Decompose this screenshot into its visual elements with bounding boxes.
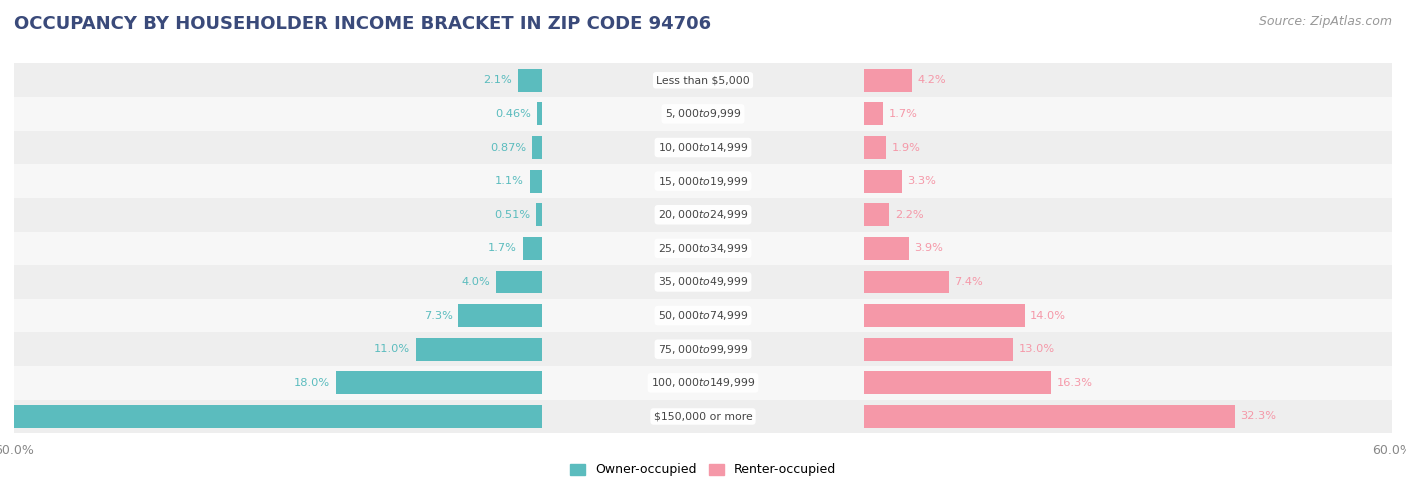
Bar bbox=[863, 136, 886, 159]
Bar bbox=[336, 372, 543, 394]
Bar bbox=[863, 237, 908, 260]
Text: 13.0%: 13.0% bbox=[1019, 344, 1054, 354]
Text: $150,000 or more: $150,000 or more bbox=[654, 412, 752, 421]
Bar bbox=[519, 69, 543, 92]
Bar bbox=[14, 131, 1392, 164]
Bar bbox=[14, 299, 1392, 333]
Text: Less than $5,000: Less than $5,000 bbox=[657, 75, 749, 85]
Bar bbox=[863, 405, 1234, 428]
Text: $35,000 to $49,999: $35,000 to $49,999 bbox=[658, 276, 748, 288]
Text: 1.9%: 1.9% bbox=[891, 143, 920, 152]
Bar bbox=[863, 304, 1025, 327]
Text: 1.1%: 1.1% bbox=[495, 176, 524, 186]
Text: $15,000 to $19,999: $15,000 to $19,999 bbox=[658, 175, 748, 187]
Text: 4.2%: 4.2% bbox=[918, 75, 946, 85]
Bar bbox=[14, 231, 1392, 265]
Bar bbox=[14, 198, 1392, 231]
Text: Source: ZipAtlas.com: Source: ZipAtlas.com bbox=[1258, 15, 1392, 28]
Text: $10,000 to $14,999: $10,000 to $14,999 bbox=[658, 141, 748, 154]
Text: $25,000 to $34,999: $25,000 to $34,999 bbox=[658, 242, 748, 255]
Text: 18.0%: 18.0% bbox=[294, 378, 330, 388]
Bar bbox=[14, 366, 1392, 400]
Bar bbox=[533, 136, 543, 159]
Bar bbox=[14, 63, 1392, 97]
Bar bbox=[14, 400, 1392, 433]
Text: 32.3%: 32.3% bbox=[1240, 412, 1277, 421]
Text: 3.3%: 3.3% bbox=[907, 176, 936, 186]
Text: 2.1%: 2.1% bbox=[484, 75, 512, 85]
Text: 1.7%: 1.7% bbox=[488, 244, 517, 253]
Text: 4.0%: 4.0% bbox=[461, 277, 491, 287]
Text: 16.3%: 16.3% bbox=[1057, 378, 1092, 388]
Text: 0.46%: 0.46% bbox=[495, 109, 531, 119]
Bar bbox=[863, 338, 1014, 361]
Bar bbox=[537, 102, 543, 125]
Text: $100,000 to $149,999: $100,000 to $149,999 bbox=[651, 376, 755, 389]
Text: 11.0%: 11.0% bbox=[374, 344, 411, 354]
Bar bbox=[496, 271, 543, 293]
Bar bbox=[530, 169, 543, 192]
Bar bbox=[14, 97, 1392, 131]
Bar bbox=[863, 271, 949, 293]
Legend: Owner-occupied, Renter-occupied: Owner-occupied, Renter-occupied bbox=[565, 458, 841, 482]
Text: 0.87%: 0.87% bbox=[491, 143, 526, 152]
Bar bbox=[537, 204, 543, 226]
Bar bbox=[863, 204, 889, 226]
Bar bbox=[523, 237, 543, 260]
Text: $75,000 to $99,999: $75,000 to $99,999 bbox=[658, 343, 748, 356]
Text: 3.9%: 3.9% bbox=[914, 244, 943, 253]
Bar bbox=[863, 372, 1050, 394]
Bar bbox=[416, 338, 543, 361]
Bar bbox=[14, 164, 1392, 198]
Text: OCCUPANCY BY HOUSEHOLDER INCOME BRACKET IN ZIP CODE 94706: OCCUPANCY BY HOUSEHOLDER INCOME BRACKET … bbox=[14, 15, 711, 33]
Bar bbox=[863, 102, 883, 125]
Text: 2.2%: 2.2% bbox=[894, 210, 924, 220]
Text: 14.0%: 14.0% bbox=[1031, 311, 1066, 320]
Text: 7.3%: 7.3% bbox=[423, 311, 453, 320]
Bar bbox=[863, 169, 901, 192]
Bar bbox=[14, 265, 1392, 299]
Bar bbox=[14, 333, 1392, 366]
Text: $50,000 to $74,999: $50,000 to $74,999 bbox=[658, 309, 748, 322]
Text: 1.7%: 1.7% bbox=[889, 109, 918, 119]
Bar bbox=[863, 69, 912, 92]
Text: $5,000 to $9,999: $5,000 to $9,999 bbox=[665, 108, 741, 120]
Text: 7.4%: 7.4% bbox=[955, 277, 983, 287]
Text: $20,000 to $24,999: $20,000 to $24,999 bbox=[658, 208, 748, 221]
Bar bbox=[0, 405, 543, 428]
Text: 0.51%: 0.51% bbox=[495, 210, 530, 220]
Bar bbox=[458, 304, 543, 327]
